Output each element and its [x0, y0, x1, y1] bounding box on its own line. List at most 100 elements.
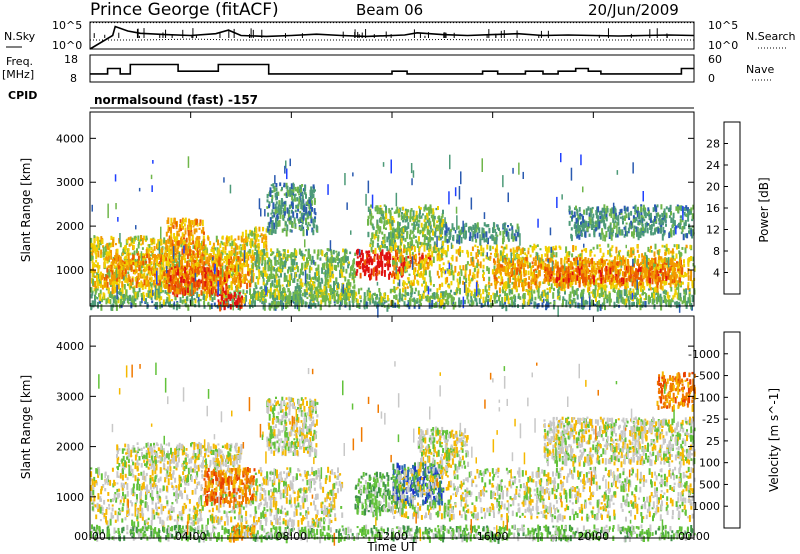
heat-cell-0 — [574, 301, 577, 308]
heat-cell-3 — [180, 263, 183, 268]
heat-cell-1 — [367, 287, 370, 292]
heat-cell-3 — [228, 253, 231, 261]
heat-cell-0 — [499, 300, 502, 307]
heat-cell-1 — [620, 295, 623, 303]
heat-cell-3 — [194, 260, 197, 264]
heat-cell-13 — [530, 285, 533, 290]
heat-cell-1 — [397, 299, 400, 305]
noise-left-label: N.Sky — [4, 30, 36, 43]
heat-cell-9 — [309, 265, 312, 270]
heat-cell-13 — [646, 271, 649, 278]
heat-cell-8 — [291, 209, 293, 214]
heat-cell-3 — [208, 255, 211, 262]
heat-cell-3 — [157, 277, 160, 281]
heat-cell-12 — [409, 243, 412, 248]
heat-cell-9 — [339, 292, 342, 295]
heat-cell-1 — [683, 295, 686, 301]
heat-cell-3 — [207, 259, 210, 266]
heat-cell-1 — [337, 294, 340, 298]
heat-cell-5 — [187, 281, 190, 284]
heat-cell-9 — [276, 285, 279, 288]
heat-cell-5 — [201, 275, 204, 283]
heat-cell-13 — [624, 257, 627, 262]
heat-cell-0 — [262, 305, 265, 310]
heat-cell-7 — [253, 233, 256, 240]
heat-cell-2 — [114, 279, 117, 284]
heat-cell-12 — [418, 205, 421, 209]
heat-cell-9 — [267, 290, 270, 294]
heat-cell-2 — [133, 250, 136, 256]
heat-cell-2 — [165, 259, 168, 265]
heat-cell-11 — [409, 259, 412, 264]
heat-cell-9 — [339, 294, 342, 301]
heat-cell-1 — [359, 299, 362, 303]
freq-ytick-top: 18 — [64, 53, 78, 66]
heat-cell-7 — [243, 264, 246, 268]
heat-cell-5 — [195, 280, 198, 288]
heat-cell-5 — [208, 290, 211, 297]
heat-cell-0 — [435, 302, 437, 308]
heat-cell-13 — [464, 271, 467, 278]
heat-cell-1 — [109, 298, 112, 305]
heat-cell-9 — [332, 257, 335, 262]
heat-cell-9 — [312, 283, 315, 287]
heat-cell-3 — [109, 265, 112, 270]
heat-cell-1 — [679, 297, 682, 302]
heat-cell-0 — [547, 302, 550, 308]
heat-cell-2 — [217, 249, 220, 257]
heat-cell-5 — [183, 278, 185, 284]
heat-cell-12 — [379, 226, 382, 230]
heat-cell-9 — [293, 278, 296, 283]
heat-cell-12 — [390, 247, 393, 253]
heat-cell-2 — [150, 251, 153, 254]
heat-cell-4 — [193, 228, 196, 235]
heat-cell-1 — [344, 299, 346, 305]
heat-cell-1 — [648, 288, 651, 291]
heat-cell-1 — [600, 293, 603, 297]
heat-cell-12 — [386, 236, 389, 243]
heat-cell-2 — [124, 259, 127, 267]
noise-ytick-bottom: 10^0 — [52, 39, 82, 52]
heat-cell-10 — [375, 266, 378, 270]
heat-cell-13 — [555, 246, 558, 251]
heat-cell-0 — [333, 300, 336, 304]
heat-cell-7 — [250, 255, 253, 259]
heat-cell-1 — [494, 294, 497, 300]
heat-cell-4 — [201, 245, 204, 251]
heat-cell-10 — [387, 263, 390, 271]
heat-cell-3 — [228, 258, 230, 266]
heat-cell-5 — [225, 283, 228, 286]
heat-cell-2 — [102, 273, 105, 279]
heat-cell-1 — [209, 292, 212, 298]
heat-cell-3 — [188, 272, 191, 275]
heat-cell-1 — [608, 292, 611, 299]
heat-cell-1 — [244, 293, 247, 296]
heat-cell-8 — [289, 187, 292, 192]
heat-cell-12 — [406, 212, 409, 219]
heat-cell-5 — [169, 288, 172, 293]
heat-cell-1 — [242, 289, 245, 295]
heat-cell-8 — [300, 200, 303, 205]
heat-cell-12 — [427, 238, 430, 243]
heat-cell-3 — [121, 270, 124, 274]
heat-cell-1 — [380, 299, 383, 306]
heat-cell-8 — [275, 206, 278, 211]
heat-cell-1 — [372, 293, 375, 296]
heat-cell-5 — [226, 286, 229, 289]
heat-cell-12 — [385, 220, 388, 225]
heat-cell-0 — [583, 303, 586, 306]
heat-cell-3 — [179, 267, 182, 271]
heat-cell-5 — [175, 271, 178, 276]
heat-cell-3 — [139, 273, 142, 279]
heat-cell-12 — [423, 206, 426, 212]
heat-cell-8 — [298, 226, 301, 230]
heat-cell-1 — [666, 291, 669, 299]
heat-cell-3 — [252, 269, 254, 273]
heat-cell-7 — [257, 247, 260, 254]
heat-cell-1 — [124, 295, 127, 299]
heat-cell-12 — [434, 233, 437, 238]
heat-cell-2 — [98, 276, 101, 283]
heat-cell-1 — [584, 299, 587, 305]
heat-cell-3 — [122, 272, 125, 279]
heat-cell-13 — [610, 247, 613, 252]
